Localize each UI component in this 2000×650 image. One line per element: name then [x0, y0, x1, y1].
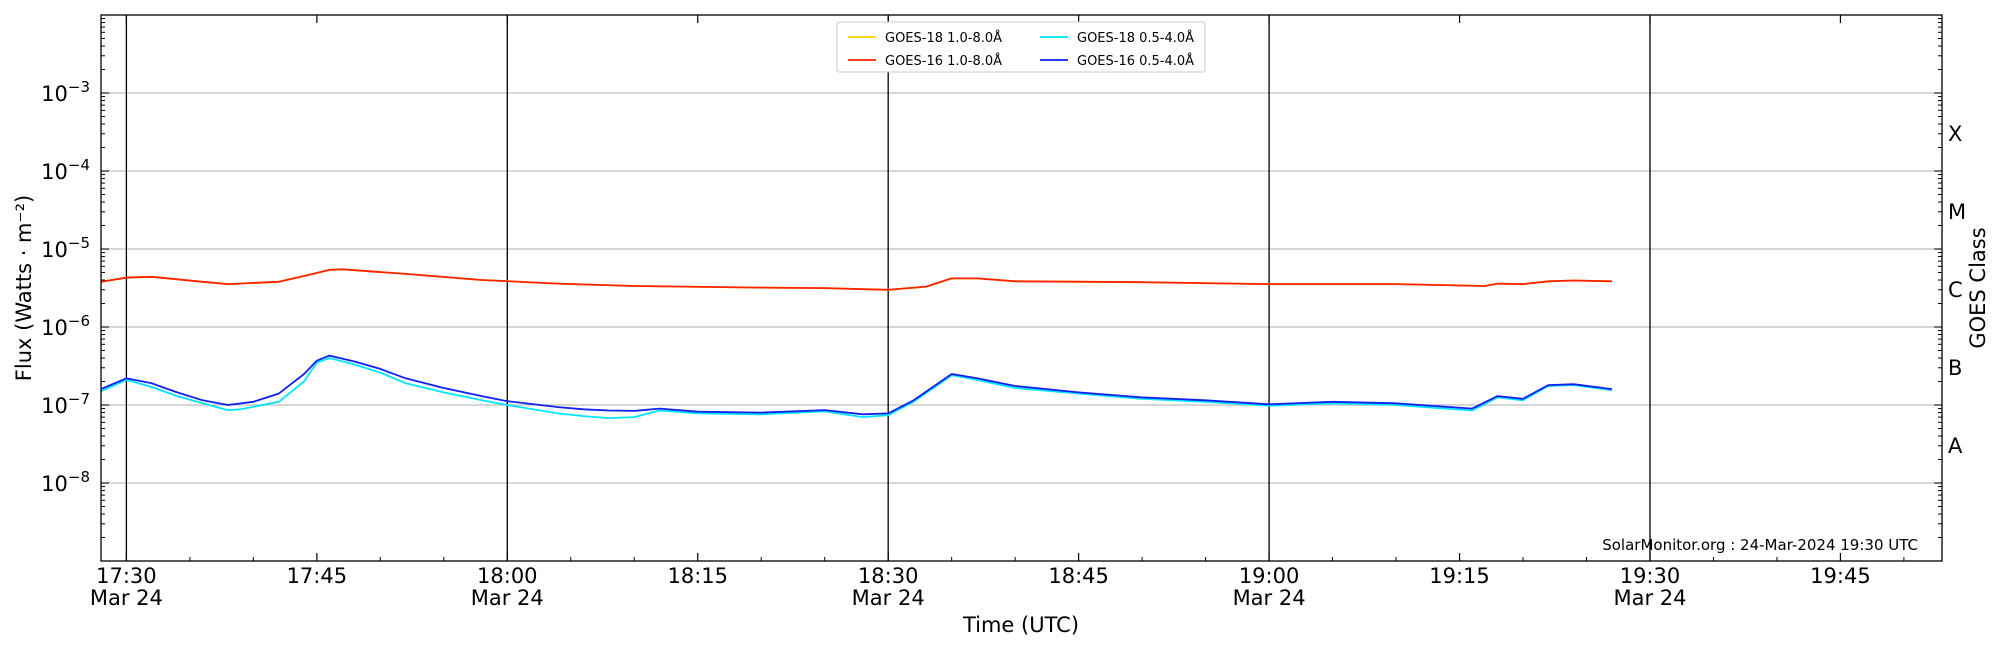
x-tick-sublabel: Mar 24 [90, 586, 163, 610]
y-tick-label: 10−6 [41, 312, 90, 340]
y-tick-label: 10−7 [41, 390, 90, 418]
legend-items: GOES-18 1.0-8.0Å GOES-18 0.5-4.0Å GOES-16 … [848, 30, 1194, 69]
legend-label: GOES-18 0.5-4.0Å [1077, 30, 1194, 46]
y-tick-label: 10−4 [41, 156, 90, 184]
x-tick-label: 18:30 [858, 564, 919, 588]
goes-class-label: X [1948, 122, 1962, 146]
x-tick-sublabel: Mar 24 [852, 586, 925, 610]
y-tick-label: 10−5 [41, 234, 90, 262]
y-tick-label: 10−3 [41, 78, 90, 106]
legend-label: GOES-16 1.0-8.0Å [885, 53, 1002, 69]
x-tick-label: 18:00 [477, 564, 538, 588]
legend-label: GOES-18 1.0-8.0Å [885, 30, 1002, 46]
plot-frame [100, 14, 1943, 562]
y-tick-label: 10−8 [41, 468, 90, 496]
series-line [100, 357, 1613, 419]
x-tick-label: 17:30 [96, 564, 157, 588]
goes-class-label: M [1948, 200, 1966, 224]
tick-layer [101, 15, 1942, 562]
x-tick-label: 19:00 [1239, 564, 1300, 588]
x-tick-sublabel: Mar 24 [471, 586, 544, 610]
series-line [100, 268, 1612, 291]
x-tick-sublabel: Mar 24 [1233, 586, 1306, 610]
y-axis-label: Flux (Watts · m⁻²) [12, 195, 36, 381]
goes-class-axis-label: GOES Class [1966, 227, 1990, 348]
x-tick-label: 19:30 [1620, 564, 1681, 588]
x-tick-label: 18:15 [667, 564, 728, 588]
goes-class-label: C [1948, 278, 1963, 302]
vertical-lines-layer [125, 15, 1651, 561]
legend-box [836, 21, 1206, 73]
series-line [100, 354, 1613, 416]
legend: GOES-18 1.0-8.0Å GOES-18 0.5-4.0Å GOES-16 … [836, 21, 1206, 73]
x-tick-label: 19:45 [1810, 564, 1871, 588]
x-tick-sublabel: Mar 24 [1613, 586, 1686, 610]
x-tick-label: 17:45 [287, 564, 348, 588]
series-line [100, 268, 1612, 291]
legend-label: GOES-16 0.5-4.0Å [1077, 53, 1194, 69]
x-tick-label: 19:15 [1429, 564, 1490, 588]
x-axis-label: Time (UTC) [962, 613, 1079, 637]
goes-class-label: B [1948, 356, 1962, 380]
series-layer [100, 268, 1613, 419]
grid-layer [101, 92, 1942, 484]
credit-annotation: SolarMonitor.org : 24-Mar-2024 19:30 UTC [1602, 536, 1918, 554]
goes-class-label: A [1948, 434, 1963, 458]
x-tick-label: 18:45 [1048, 564, 1109, 588]
